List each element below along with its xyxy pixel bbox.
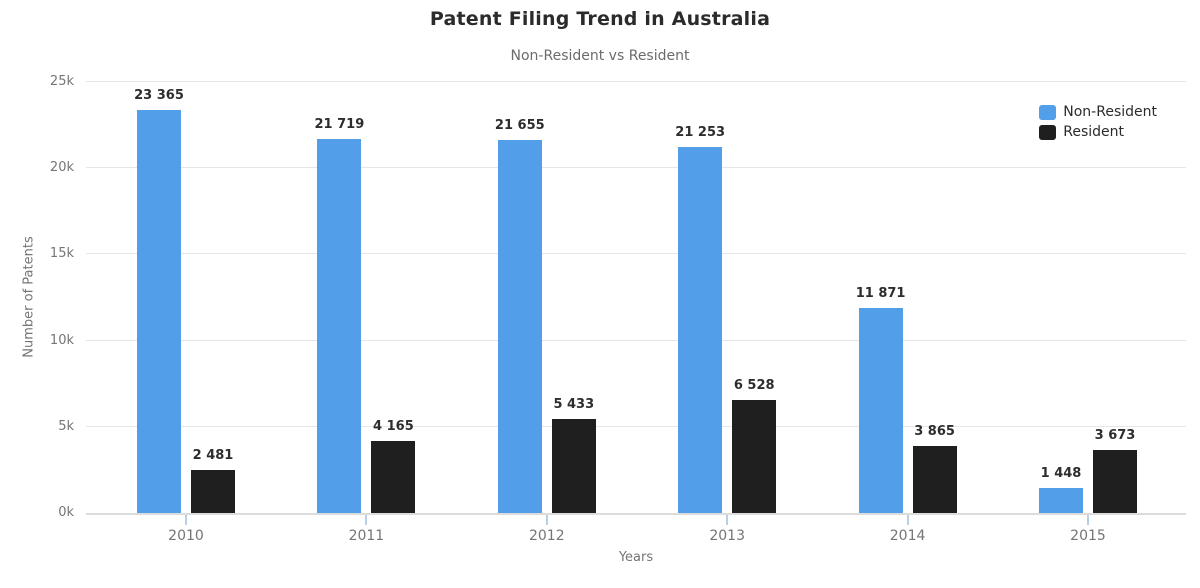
- gridline: [86, 81, 1186, 83]
- bar-value-label: 1 448: [1040, 466, 1082, 481]
- bar-value-label: 21 719: [314, 117, 365, 132]
- legend-label: Resident: [1063, 124, 1125, 140]
- bar-value-label: 5 433: [553, 397, 595, 412]
- x-tick-label-2012: 2012: [528, 528, 565, 544]
- bar-value-label: 23 365: [134, 88, 184, 103]
- x-tick-label-2011: 2011: [348, 528, 385, 544]
- bar-non-resident-2010[interactable]: [137, 110, 181, 513]
- x-tick: [1087, 515, 1089, 525]
- x-tick-label-2010: 2010: [168, 528, 204, 544]
- legend-item-non-resident[interactable]: Non-Resident: [1039, 102, 1157, 122]
- bar-resident-2011[interactable]: [371, 441, 416, 513]
- x-tick-label-2015: 2015: [1070, 528, 1106, 544]
- bar-value-label: 11 871: [855, 286, 906, 301]
- legend-swatch-icon: [1039, 104, 1057, 120]
- x-tick: [365, 515, 368, 525]
- bar-non-resident-2013[interactable]: [678, 147, 723, 513]
- bar-resident-2012[interactable]: [551, 419, 596, 513]
- bar-resident-2014[interactable]: [912, 446, 957, 513]
- y-tick-label: 0k: [58, 505, 74, 520]
- chart-title: Patent Filing Trend in Australia: [429, 8, 771, 30]
- bar-resident-2010[interactable]: [191, 470, 235, 513]
- gridline: [86, 339, 1186, 341]
- legend-label: Non-Resident: [1063, 104, 1157, 120]
- bar-non-resident-2015[interactable]: [1039, 488, 1083, 513]
- bar-resident-2013[interactable]: [732, 400, 777, 513]
- bar-non-resident-2014[interactable]: [858, 308, 903, 513]
- x-tick: [185, 515, 187, 525]
- gridline: [86, 167, 1186, 169]
- x-axis-title: Years: [618, 550, 654, 565]
- bar-non-resident-2011[interactable]: [317, 139, 362, 513]
- bar-value-label: 21 655: [494, 118, 545, 133]
- bar-value-label: 4 165: [373, 419, 414, 434]
- gridline: [86, 425, 1186, 427]
- bar-non-resident-2012[interactable]: [497, 140, 542, 513]
- y-tick-label: 15k: [49, 246, 74, 262]
- legend-item-resident[interactable]: Resident: [1039, 122, 1157, 142]
- x-tick-label-2013: 2013: [709, 528, 745, 544]
- bar-resident-2015[interactable]: [1093, 450, 1137, 513]
- x-tick: [906, 515, 909, 525]
- legend-swatch-icon: [1039, 124, 1057, 140]
- y-tick-label: 20k: [49, 160, 74, 176]
- x-tick: [545, 515, 548, 525]
- plot-area: 23 365 2 481 21 719 4 165 21 655 5 433 21 253 6…: [86, 81, 1186, 515]
- y-tick-label: 10k: [49, 332, 74, 348]
- bar-value-label: 2 481: [192, 448, 234, 463]
- bar-value-label: 3 673: [1094, 428, 1136, 443]
- y-tick-label: 25k: [49, 74, 74, 89]
- chart-subtitle: Non-Resident vs Resident: [510, 48, 690, 64]
- x-tick: [726, 515, 729, 525]
- y-tick-label: 5k: [58, 418, 74, 434]
- bar-value-label: 6 528: [733, 378, 775, 393]
- gridline: [86, 253, 1186, 255]
- x-tick-label-2014: 2014: [889, 528, 926, 544]
- bar-value-label: 3 865: [914, 424, 955, 439]
- bar-value-label: 21 253: [675, 125, 726, 140]
- legend: Non-Resident Resident: [1039, 102, 1157, 142]
